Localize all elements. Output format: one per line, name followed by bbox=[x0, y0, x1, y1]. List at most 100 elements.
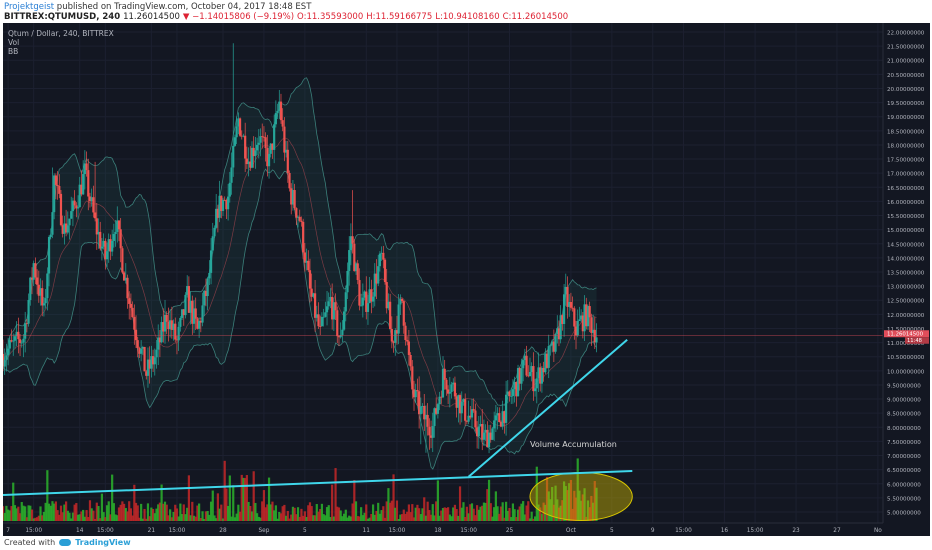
volume-bar bbox=[65, 501, 68, 521]
volume-bar bbox=[472, 508, 475, 521]
volume-bar bbox=[140, 503, 143, 521]
candle-body bbox=[436, 404, 439, 414]
x-tick-label: 16 bbox=[721, 528, 729, 534]
y-tick-label: 15.00000000 bbox=[887, 228, 925, 234]
volume-bar bbox=[276, 518, 279, 521]
y-tick-label: 18.50000000 bbox=[887, 129, 925, 135]
candle-body bbox=[457, 395, 460, 408]
candle-body bbox=[32, 263, 35, 280]
volume-bar bbox=[467, 513, 470, 521]
candle-body bbox=[240, 135, 243, 137]
candle-body bbox=[423, 405, 426, 420]
candle-body bbox=[97, 231, 100, 235]
candle-body bbox=[404, 325, 407, 341]
candle-body bbox=[78, 184, 81, 208]
volume-bar bbox=[136, 505, 139, 521]
volume-bar bbox=[535, 466, 538, 521]
volume-bar bbox=[160, 484, 163, 521]
volume-bar bbox=[530, 511, 533, 521]
volume-bar bbox=[10, 506, 13, 521]
candle-body bbox=[102, 240, 105, 247]
volume-bar bbox=[238, 511, 242, 521]
candle-body bbox=[143, 346, 146, 372]
volume-bar bbox=[42, 511, 46, 521]
support-trendline bbox=[467, 339, 628, 478]
publish-info: Projektgeist published on TradingView.co… bbox=[4, 2, 311, 12]
candle-body bbox=[158, 337, 161, 343]
volume-bar bbox=[392, 474, 395, 521]
volume-bar bbox=[49, 505, 52, 521]
volume-bar bbox=[252, 471, 255, 521]
volume-bar bbox=[528, 518, 532, 521]
volume-bar bbox=[404, 513, 407, 521]
candle-body bbox=[545, 353, 549, 368]
candle-body bbox=[378, 253, 381, 267]
candle-body bbox=[189, 300, 192, 313]
volume-bar bbox=[199, 517, 202, 521]
volume-bar bbox=[510, 517, 513, 521]
candle-body bbox=[535, 378, 538, 389]
ohlc-high: H:11.59166775 bbox=[366, 12, 433, 22]
volume-bar bbox=[315, 504, 318, 521]
candle-body bbox=[46, 273, 49, 299]
volume-bar bbox=[525, 505, 528, 521]
volume-bar bbox=[151, 508, 155, 521]
last-price-label: 11.26014500 bbox=[887, 332, 924, 338]
author-link[interactable]: Projektgeist bbox=[4, 2, 55, 12]
volume-base-trendline bbox=[3, 470, 633, 497]
bollinger-upper bbox=[3, 77, 597, 406]
volume-bar bbox=[99, 518, 102, 521]
candle-body bbox=[131, 307, 134, 317]
tradingview-brand[interactable]: TradingView bbox=[75, 538, 131, 547]
volume-bar bbox=[5, 505, 8, 521]
candle-body bbox=[66, 225, 69, 233]
candle-body bbox=[491, 428, 494, 440]
volume-bar bbox=[366, 518, 370, 521]
candle-body bbox=[170, 320, 173, 330]
volume-bar bbox=[334, 468, 337, 521]
candle-body bbox=[286, 149, 289, 173]
candle-body bbox=[134, 329, 138, 341]
candle-body bbox=[30, 277, 34, 280]
volume-bar bbox=[477, 509, 480, 521]
chart-area[interactable]: Volume Accumulation 5.00000000 5.50000000 6… bbox=[3, 23, 930, 536]
ohlc-open: O:11.35593000 bbox=[297, 12, 364, 22]
volume-bar bbox=[375, 510, 378, 521]
candle-body bbox=[12, 340, 15, 342]
candle-body bbox=[363, 291, 366, 298]
candle-body bbox=[53, 175, 56, 213]
volume-bar bbox=[73, 504, 76, 521]
candle-body bbox=[498, 413, 501, 423]
volume-bar bbox=[92, 510, 95, 521]
candle-body bbox=[90, 197, 93, 202]
candle-body bbox=[307, 260, 310, 271]
y-tick-label: 5.00000000 bbox=[887, 511, 921, 517]
candle-body bbox=[414, 390, 417, 398]
volume-bar bbox=[85, 510, 88, 521]
volume-bar bbox=[117, 507, 121, 521]
volume-bar bbox=[32, 518, 35, 521]
candle-body bbox=[88, 196, 92, 202]
candle-body bbox=[399, 298, 402, 305]
candle-body bbox=[440, 396, 443, 398]
candle-body bbox=[29, 277, 32, 301]
volume-bar bbox=[150, 507, 153, 521]
volume-bar bbox=[230, 516, 233, 521]
volume-bar bbox=[559, 505, 562, 521]
candle-body bbox=[257, 142, 260, 145]
candle-body bbox=[223, 199, 226, 201]
candle-body bbox=[73, 200, 76, 206]
candle-body bbox=[162, 322, 165, 332]
candle-body bbox=[169, 320, 172, 330]
candle-body bbox=[325, 306, 329, 313]
y-tick-label: 10.50000000 bbox=[887, 355, 925, 361]
candle-body bbox=[349, 236, 353, 251]
candle-body bbox=[499, 422, 503, 427]
candle-body bbox=[368, 289, 371, 304]
candle-body bbox=[63, 223, 66, 234]
candle-body bbox=[238, 118, 242, 136]
volume-accumulation-ellipse bbox=[529, 471, 633, 521]
candle-body bbox=[351, 236, 354, 244]
candle-body bbox=[591, 329, 595, 333]
volume-bar bbox=[211, 490, 214, 521]
